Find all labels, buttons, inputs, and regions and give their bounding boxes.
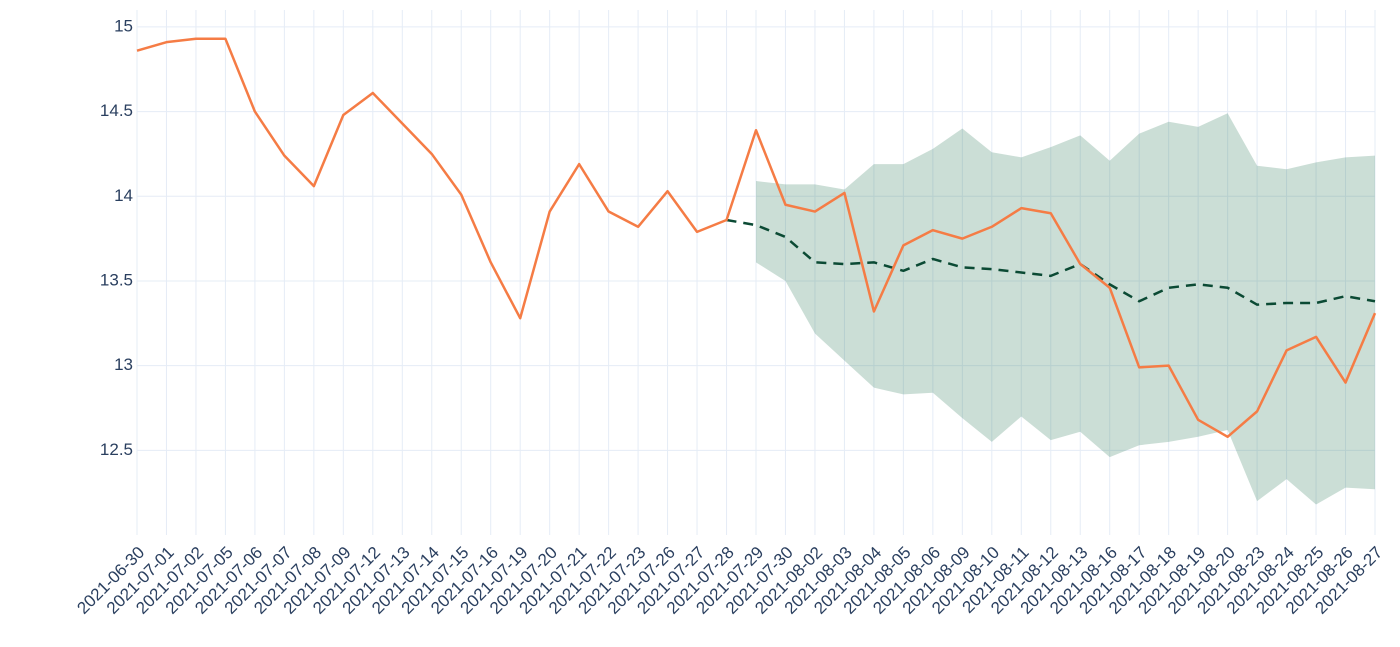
y-tick-label: 13.5 [100, 270, 133, 289]
y-tick-label: 13 [114, 355, 133, 374]
forecast-line [726, 218, 1376, 306]
data-line [136, 37, 1377, 439]
confidence-band [756, 113, 1375, 505]
y-tick-label: 14.5 [100, 101, 133, 120]
y-tick-label: 12.5 [100, 440, 133, 459]
y-tick-label: 15 [114, 16, 133, 35]
y-tick-label: 14 [114, 186, 133, 205]
